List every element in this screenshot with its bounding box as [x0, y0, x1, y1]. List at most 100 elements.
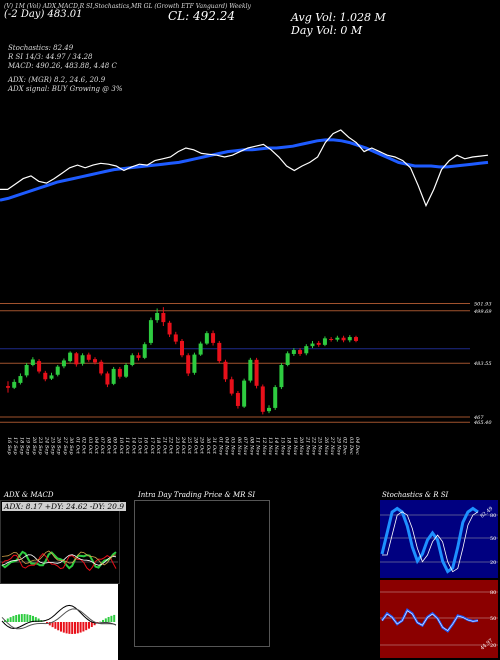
x-axis-label: 25 Oct [186, 436, 192, 455]
candle-body [322, 338, 327, 345]
candle-body [354, 337, 358, 341]
macd-histogram-bar [88, 622, 90, 629]
candle-body [285, 353, 290, 365]
macd-histogram-bar [85, 622, 88, 631]
x-axis-label: 25 Sep [50, 436, 56, 455]
top-tags: (V) 1M (Vol) ADX,MACD,R SI,Stochastics,M… [4, 3, 251, 10]
candle-body [304, 346, 309, 354]
rsi-level-label: 80 [490, 590, 496, 596]
stoch-k-line [380, 506, 479, 574]
x-axis-label: 20 Nov [298, 436, 304, 455]
macd-histogram-bar [82, 622, 85, 632]
candle-body [61, 360, 66, 367]
x-axis-label: 04 Nov [224, 437, 230, 455]
x-axis-label: 14 Nov [273, 437, 279, 455]
macd-histogram-bar [93, 622, 96, 626]
macd-histogram-bar [113, 614, 116, 622]
info-rsi: R SI 14/3: 44.97 / 34.28 [8, 53, 93, 61]
macd-histogram-bar [107, 616, 110, 622]
x-axis-label: 20 Sep [31, 436, 37, 455]
x-axis-label: 18 Sep [18, 437, 24, 455]
x-axis-label: 24 Sep [43, 436, 49, 455]
macd-histogram-bar [23, 614, 26, 622]
x-axis-label: 03 Oct [87, 437, 93, 455]
candle-body [229, 379, 234, 394]
candle-body [30, 359, 35, 365]
x-axis-label: 01 Oct [74, 437, 80, 455]
macd-histogram-bar [60, 622, 62, 632]
x-axis-label: 13 Nov [267, 437, 273, 455]
candle-body [341, 337, 346, 341]
x-axis-label: 22 Nov [311, 436, 317, 455]
price-level-label: 465.40 [473, 420, 492, 426]
candle-body [310, 343, 315, 347]
x-axis-label: 25 Nov [317, 436, 323, 455]
candle-body [86, 354, 91, 360]
macd-signal-line [1, 608, 117, 630]
rsi-line [380, 608, 479, 633]
x-axis-label: 04 Dec [354, 437, 360, 455]
macd-histogram-bar [54, 622, 57, 629]
x-axis-label: 18 Oct [155, 437, 161, 455]
candle-body [298, 350, 303, 354]
candle-body [211, 333, 216, 343]
macd-histogram-bar [34, 617, 37, 622]
adx-minus-line [1, 552, 117, 572]
candle-body [273, 387, 278, 408]
x-axis-label: 03 Dec [348, 437, 354, 455]
rsi-signal-line [381, 610, 479, 632]
x-axis-label: 04 Oct [93, 437, 99, 455]
macd-histogram-bar [71, 622, 74, 634]
macd-histogram-bar [12, 615, 15, 622]
header-price-prev: (-2 Day) 483.01 [4, 9, 83, 20]
candle-body [248, 359, 253, 381]
candle-body [55, 366, 60, 375]
candle-body [335, 337, 340, 340]
candle-body [155, 313, 160, 321]
x-axis-label: 07 Oct [99, 437, 105, 455]
x-axis-label: 15 Oct [137, 437, 143, 455]
stoch-rsi-title: Stochastics & R SI [382, 491, 449, 499]
macd-histogram-bar [29, 614, 32, 622]
price-level-label: 483.55 [473, 361, 492, 367]
candle-body [260, 386, 265, 412]
candle-body [105, 373, 110, 385]
macd-histogram-bar [48, 622, 51, 626]
candle-body [43, 372, 48, 380]
stoch-level-label: 80 [490, 513, 496, 519]
rsi-level-label: 20 [490, 643, 496, 649]
x-axis-label: 28 Oct [192, 436, 198, 455]
x-axis-label: 11 Oct [124, 437, 130, 455]
macd-histogram-bar [32, 615, 34, 622]
price-level-label: 499.69 [473, 309, 492, 315]
x-axis-label: 06 Nov [236, 437, 242, 455]
candle-body [111, 368, 116, 384]
candle-body [180, 340, 184, 356]
x-axis-label: 27 Sep [62, 436, 68, 455]
x-axis-label: 29 Nov [335, 436, 341, 455]
candle-body [37, 361, 42, 372]
candle-body [347, 337, 352, 341]
rsi-level-label: 50 [490, 616, 496, 622]
x-axis-label: 30 Oct [205, 437, 211, 455]
x-axis-label: 15 Nov [279, 437, 285, 455]
macd-histogram-bar [90, 622, 93, 627]
candle-body [242, 380, 247, 407]
adx-plus-line [1, 550, 117, 570]
x-axis-label: 08 Nov [248, 437, 254, 455]
macd-histogram-bar [74, 622, 76, 634]
candle-body [192, 354, 197, 373]
x-axis-label: 31 Oct [211, 437, 217, 455]
macd-histogram-bar [76, 622, 79, 634]
candle-body [49, 375, 54, 379]
x-axis-label: 18 Nov [286, 437, 292, 455]
x-axis-label: 09 Oct [112, 437, 118, 455]
macd-histogram-bar [65, 622, 68, 634]
candle-body [329, 339, 334, 340]
candle-body [99, 361, 104, 374]
candle-body [223, 361, 228, 380]
x-axis-label: 12 Nov [261, 437, 267, 455]
macd-histogram-bar [51, 622, 54, 628]
macd-histogram-bar [6, 618, 9, 622]
